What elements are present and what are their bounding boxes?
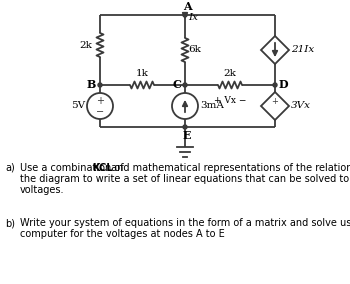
- Text: KCL: KCL: [92, 163, 113, 173]
- Text: 1k: 1k: [135, 68, 148, 78]
- Text: b): b): [5, 218, 15, 228]
- Text: voltages.: voltages.: [20, 185, 64, 195]
- Text: D: D: [279, 80, 289, 91]
- Text: B: B: [87, 80, 96, 91]
- Text: 2k: 2k: [224, 68, 237, 78]
- Text: +: +: [272, 97, 279, 105]
- Text: + Vx −: + Vx −: [214, 96, 246, 105]
- Text: 2k: 2k: [79, 41, 92, 49]
- Text: a): a): [5, 163, 15, 173]
- Text: E: E: [183, 130, 191, 141]
- Text: Write your system of equations in the form of a matrix and solve using a calcula: Write your system of equations in the fo…: [20, 218, 350, 228]
- Text: 3Vx: 3Vx: [291, 101, 311, 110]
- Text: A: A: [183, 1, 191, 12]
- Text: Ix: Ix: [188, 13, 198, 22]
- Text: 3mA: 3mA: [200, 101, 224, 110]
- Text: and mathematical representations of the relationships indicated by: and mathematical representations of the …: [108, 163, 350, 173]
- Text: 6k: 6k: [189, 45, 202, 55]
- Text: the diagram to write a set of linear equations that can be solved to determine t: the diagram to write a set of linear equ…: [20, 174, 350, 184]
- Text: 5V: 5V: [71, 101, 85, 110]
- Text: computer for the voltages at nodes A to E: computer for the voltages at nodes A to …: [20, 229, 225, 239]
- Circle shape: [273, 83, 277, 87]
- Text: C: C: [172, 78, 181, 89]
- Text: −: −: [96, 107, 104, 117]
- Text: +: +: [96, 96, 104, 106]
- Circle shape: [183, 13, 187, 17]
- Circle shape: [183, 125, 187, 129]
- Text: Use a combination of: Use a combination of: [20, 163, 127, 173]
- Circle shape: [98, 83, 102, 87]
- Circle shape: [183, 83, 187, 87]
- Text: 21Ix: 21Ix: [291, 45, 314, 55]
